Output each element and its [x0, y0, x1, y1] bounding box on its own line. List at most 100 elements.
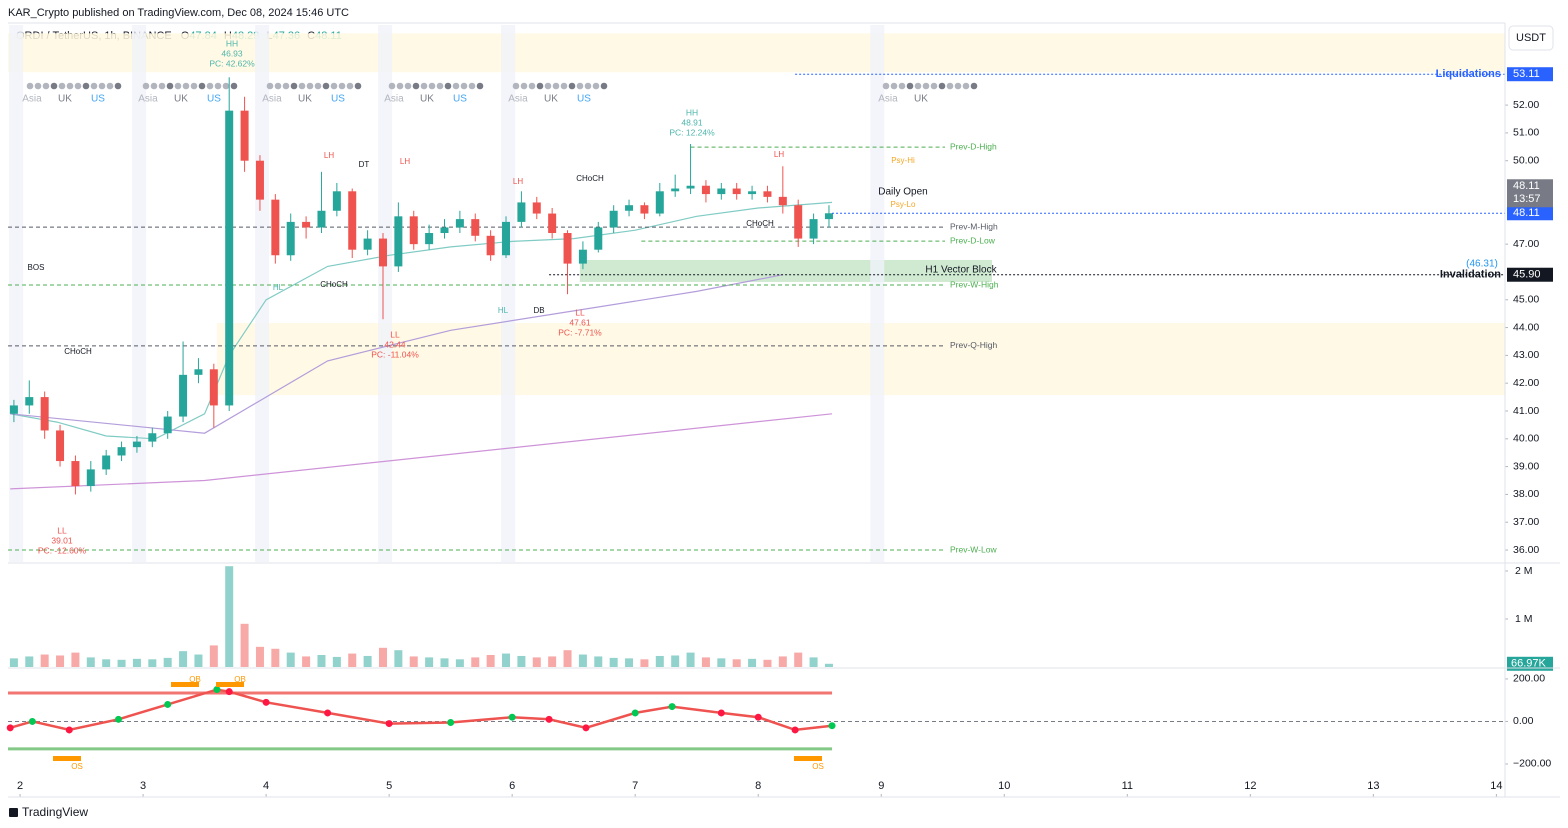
- candle-body: [532, 202, 541, 214]
- annotation: CHoCH: [64, 347, 92, 356]
- volume-bar: [748, 658, 757, 667]
- annotation: CHoCH: [576, 174, 604, 183]
- candle-body: [486, 235, 495, 256]
- annotation: HH: [226, 38, 238, 48]
- y-tick-label: 52.00: [1513, 99, 1539, 111]
- volume-bar: [378, 647, 387, 667]
- price-line-title: Liquidations: [1436, 68, 1501, 80]
- volume-bar: [348, 653, 357, 667]
- currency-button[interactable]: [1508, 25, 1554, 51]
- candle-body: [824, 213, 833, 220]
- volume-bar: [671, 655, 680, 667]
- session-label: Asia: [878, 94, 898, 105]
- volume-bar: [794, 652, 803, 667]
- volume-bar: [240, 623, 249, 667]
- y-tick-label: 37.00: [1513, 516, 1539, 528]
- oscillator-dot: [324, 709, 332, 717]
- candle-body: [348, 191, 357, 250]
- signal-label: OB: [189, 675, 201, 684]
- session-dot: [26, 82, 34, 90]
- volume-bar: [686, 652, 695, 667]
- volume-bar: [655, 655, 664, 667]
- candle-body: [56, 430, 65, 462]
- oscillator-dot: [114, 715, 122, 723]
- session-dot: [476, 82, 484, 90]
- session-dot: [314, 82, 322, 90]
- candle-body: [332, 191, 341, 211]
- candle-body: [317, 210, 326, 228]
- y-tick-label: 200.00: [1513, 673, 1545, 685]
- volume-label: 66.97K: [1511, 658, 1547, 670]
- price-label: 53.11: [1513, 68, 1540, 80]
- annotation: PC: -7.71%: [558, 327, 602, 337]
- x-tick-label: 12: [1244, 780, 1256, 792]
- annotation: HL: [273, 283, 284, 292]
- session-label: UK: [298, 94, 312, 105]
- annotation: HH: [686, 107, 698, 117]
- x-tick-label: 14: [1490, 780, 1502, 792]
- x-tick-label: 5: [386, 780, 392, 792]
- volume-bar: [717, 658, 726, 667]
- session-dot: [970, 82, 978, 90]
- candle-body: [71, 461, 80, 487]
- oscillator-dot: [508, 713, 516, 721]
- session-dot: [206, 82, 214, 90]
- annotation: BOS: [28, 263, 45, 272]
- session-dot: [282, 82, 290, 90]
- candle-body: [286, 221, 295, 256]
- session-dot: [222, 82, 230, 90]
- session-dot: [98, 82, 106, 90]
- volume-bar: [332, 656, 341, 667]
- indicator-line: [10, 201, 833, 440]
- candle-body: [409, 216, 418, 245]
- candle-body: [194, 369, 203, 375]
- volume-bar: [502, 653, 511, 667]
- volume-bar: [625, 658, 634, 667]
- annotation: CHoCH: [320, 280, 348, 289]
- candle-body: [701, 185, 710, 195]
- session-dot: [600, 82, 608, 90]
- session-dot: [166, 82, 174, 90]
- logo-mark: [9, 808, 18, 817]
- signal-label: OS: [71, 762, 83, 771]
- y-tick-label: 51.00: [1513, 127, 1539, 139]
- session-dot: [946, 82, 954, 90]
- session-band: [132, 25, 147, 562]
- session-dot: [396, 82, 404, 90]
- volume-bar: [40, 654, 49, 667]
- volume-bar: [548, 656, 557, 667]
- oscillator-dot: [828, 722, 836, 730]
- annotation: 48.91: [681, 117, 703, 127]
- volume-bar: [317, 655, 326, 667]
- annotation: (46.31): [1466, 259, 1498, 270]
- price-label-box: [1507, 206, 1553, 221]
- volume-bar: [455, 659, 464, 667]
- annotation: PC: -12.60%: [38, 545, 87, 555]
- candle-body: [225, 110, 234, 406]
- currency[interactable]: USDT: [1516, 32, 1546, 44]
- candle-body: [440, 227, 449, 234]
- level-label: Prev-W-Low: [950, 544, 997, 554]
- annotation: LH: [324, 151, 334, 160]
- annotation: Daily Open: [878, 187, 927, 198]
- candle-body: [394, 216, 403, 267]
- signal-label: OB: [234, 675, 246, 684]
- volume-bar: [409, 656, 418, 667]
- session-dot: [158, 82, 166, 90]
- plot-area: Asia UK US Asia UK US Asia UK US Asia UK US Asia UK US…: [6, 25, 1553, 797]
- x-tick-label: 3: [140, 780, 146, 792]
- session-dot: [74, 82, 82, 90]
- session-dot: [290, 82, 298, 90]
- signal-box: [794, 756, 822, 761]
- annotation: 47.61: [569, 317, 591, 327]
- y-tick-label: 50.00: [1513, 154, 1539, 166]
- session-dot: [322, 82, 330, 90]
- session-dot: [444, 82, 452, 90]
- candle-body: [794, 205, 803, 239]
- session-band: [501, 25, 516, 562]
- y-tick-label: 41.00: [1513, 405, 1539, 417]
- volume-bar: [255, 646, 264, 667]
- candle-body: [517, 202, 526, 222]
- session-dot: [938, 82, 946, 90]
